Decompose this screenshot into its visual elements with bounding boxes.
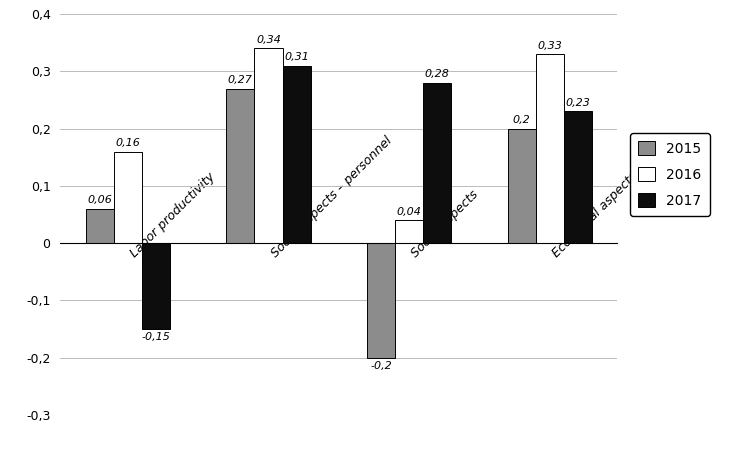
Text: -0,15: -0,15 — [142, 332, 170, 342]
Bar — [227, 88, 255, 243]
Text: 0,04: 0,04 — [397, 207, 422, 217]
Text: 0,06: 0,06 — [87, 195, 112, 205]
Bar — [282, 66, 311, 243]
Text: 0,34: 0,34 — [256, 35, 281, 45]
Bar — [255, 48, 282, 243]
Text: 0,23: 0,23 — [566, 98, 590, 108]
Text: -0,2: -0,2 — [370, 361, 392, 371]
Text: 0,27: 0,27 — [228, 75, 253, 85]
Bar — [508, 129, 536, 243]
Text: 0,31: 0,31 — [284, 52, 309, 62]
Text: 0,16: 0,16 — [115, 138, 140, 148]
Bar — [367, 243, 395, 358]
Bar — [142, 243, 170, 329]
Text: 0,2: 0,2 — [513, 115, 531, 125]
Bar — [536, 54, 564, 243]
Bar — [395, 220, 423, 243]
Bar — [564, 111, 592, 243]
Text: 0,33: 0,33 — [538, 41, 562, 51]
Bar — [114, 152, 142, 243]
Text: 0,28: 0,28 — [425, 69, 450, 79]
Bar — [86, 209, 114, 243]
Bar — [423, 83, 451, 243]
Legend: 2015, 2016, 2017: 2015, 2016, 2017 — [630, 133, 709, 216]
